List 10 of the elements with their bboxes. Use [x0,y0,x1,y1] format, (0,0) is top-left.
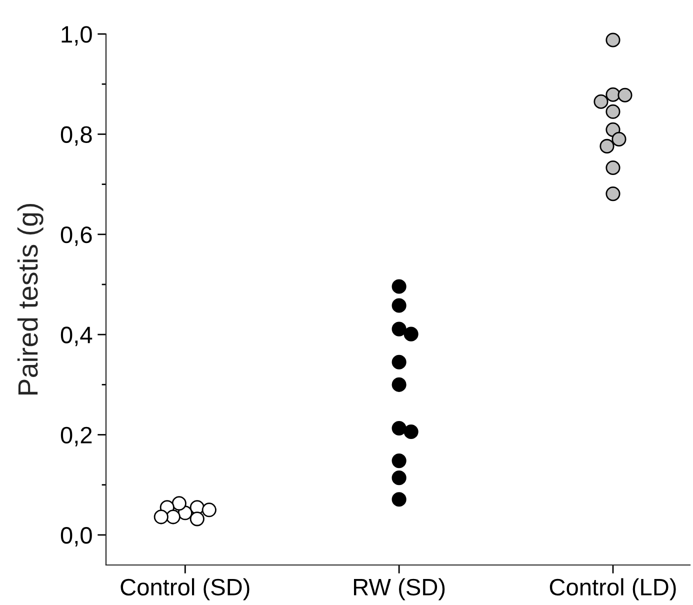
y-tick-label: 0,4 [60,326,92,346]
y-tick-label: 0,0 [60,527,92,547]
x-tick-label: Control (SD) [120,578,250,600]
y-axis-title: Paired testis (g) [17,204,44,394]
y-tick-label: 1,0 [62,26,92,46]
x-tick-label: RW (SD) [354,578,445,600]
x-tick-label: Control (LD) [550,578,676,600]
y-tick-label: 0,6 [60,226,92,246]
y-tick-label: 0,2 [60,426,92,446]
y-tick-label: 0,8 [60,126,92,146]
